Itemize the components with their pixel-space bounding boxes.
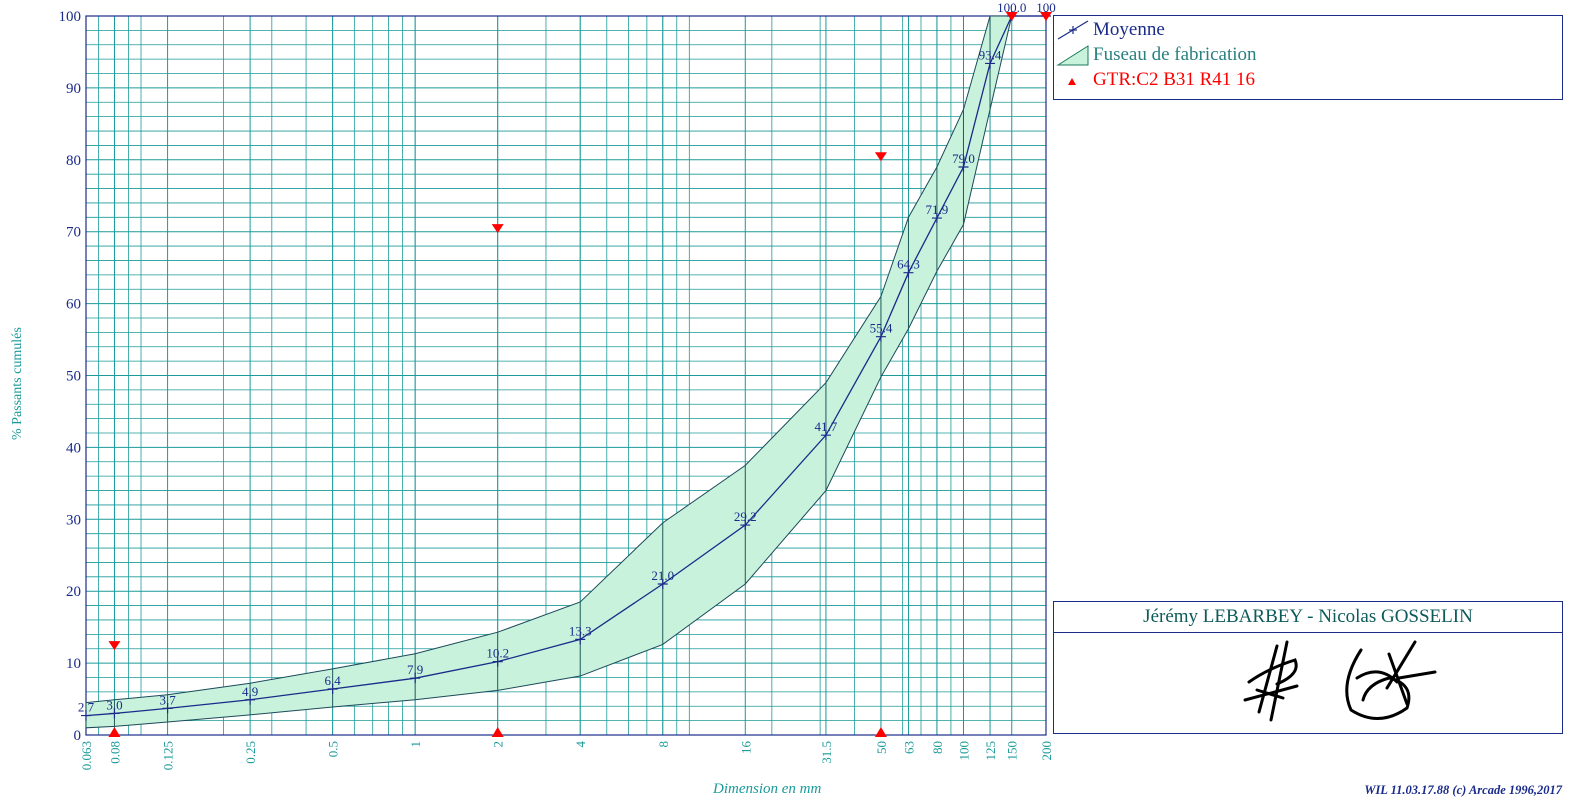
mean-data-label: 13.3 — [569, 623, 592, 638]
x-tick-label: 63 — [901, 741, 916, 754]
mean-point — [958, 161, 969, 172]
legend-mean-label: Moyenne — [1093, 19, 1165, 40]
signature-title: Jérémy LEBARBEY - Nicolas GOSSELIN — [1054, 602, 1562, 633]
x-tick-label: 0.063 — [79, 741, 94, 770]
y-tick-label: 40 — [66, 440, 81, 456]
x-tick-label: 2 — [491, 741, 506, 748]
mean-data-label: 3.7 — [159, 692, 176, 707]
x-tick-label: 0.25 — [243, 741, 258, 764]
x-tick-label: 0.08 — [107, 741, 122, 764]
band-area-icon — [1056, 45, 1089, 66]
mean-data-label: 93.4 — [979, 47, 1002, 62]
x-tick-label: 4 — [573, 741, 588, 748]
legend: Moyenne Fuseau de fabrication GTR:C2 B31… — [1053, 15, 1563, 100]
x-axis-label: Dimension en mm — [713, 781, 822, 797]
x-tick-label: 31.5 — [819, 741, 834, 764]
mean-data-label: 6.4 — [325, 673, 342, 688]
legend-band-label: Fuseau de fabrication — [1093, 44, 1257, 65]
footer-credit: WIL 11.03.17.88 (c) Arcade 1996,2017 — [1364, 783, 1562, 797]
mean-point — [81, 710, 91, 721]
spec-lower-marker — [108, 727, 121, 737]
spec-lower-marker — [491, 727, 504, 737]
mean-point — [109, 708, 120, 719]
y-tick-label: 10 — [66, 656, 81, 672]
legend-spec-label: GTR:C2 B31 R41 16 — [1093, 69, 1256, 90]
mean-data-label: 2.7 — [78, 700, 95, 715]
mean-point — [575, 634, 586, 645]
x-tick-label: 1 — [408, 741, 423, 748]
x-tick-label: 50 — [874, 741, 889, 754]
mean-point — [820, 430, 831, 441]
y-tick-label: 20 — [66, 584, 81, 600]
spec-upper-marker — [1040, 12, 1052, 21]
mean-data-label: 100 — [1036, 0, 1056, 15]
mean-point — [740, 520, 751, 531]
handwritten-signature — [1243, 640, 1437, 722]
spec-upper-marker — [108, 641, 121, 651]
y-tick-label: 0 — [74, 728, 82, 744]
x-tick-label: 8 — [656, 741, 671, 748]
signature-box: Jérémy LEBARBEY - Nicolas GOSSELIN — [1053, 601, 1563, 734]
mean-point — [903, 267, 914, 278]
mean-data-label: 71.9 — [926, 202, 949, 217]
mean-data-label: 21.0 — [651, 568, 674, 583]
mean-data-label: 100.0 — [997, 0, 1026, 15]
plot-frame — [85, 15, 1047, 736]
mean-point — [245, 694, 256, 705]
mean-data-label: 64.3 — [897, 257, 920, 272]
y-axis-label: % Passants cumulés — [10, 327, 25, 440]
x-tick-label: 16 — [738, 741, 753, 755]
mean-data-label: 4.9 — [242, 684, 258, 699]
x-tick-label: 80 — [930, 741, 945, 754]
mean-point — [985, 58, 996, 69]
y-tick-label: 100 — [59, 9, 82, 25]
mean-point — [410, 673, 421, 684]
y-tick-label: 30 — [66, 512, 81, 528]
mean-point — [162, 703, 173, 714]
spec-upper-marker — [1005, 12, 1018, 21]
spec-upper-marker — [491, 224, 504, 234]
mean-data-label: 3.0 — [106, 697, 122, 712]
x-tick-label: 200 — [1039, 741, 1054, 761]
mean-line — [85, 15, 1046, 717]
band-area — [85, 15, 1046, 729]
y-tick-label: 70 — [66, 225, 81, 241]
red-triangle-icon — [1068, 78, 1076, 85]
spec-upper-marker — [874, 152, 887, 162]
mean-data-label: 79.0 — [952, 151, 975, 166]
spec-lower-marker — [874, 727, 887, 737]
mean-data-label: 7.9 — [407, 662, 423, 677]
x-tick-label: 100 — [956, 741, 971, 761]
mean-point — [657, 579, 668, 590]
x-tick-label: 0.125 — [161, 741, 176, 770]
y-tick-label: 90 — [66, 81, 81, 97]
mean-point — [931, 213, 942, 224]
mean-data-label: 55.4 — [870, 321, 893, 336]
mean-point — [875, 331, 886, 342]
y-tick-label: 80 — [66, 153, 81, 169]
x-tick-label: 125 — [983, 741, 998, 761]
mean-data-label: 29.2 — [734, 509, 757, 524]
x-tick-label: 150 — [1005, 741, 1020, 761]
mean-point — [492, 656, 503, 667]
mean-line-icon — [1057, 20, 1089, 40]
mean-data-label: 41.7 — [815, 419, 838, 434]
y-tick-label: 50 — [66, 369, 81, 385]
y-tick-label: 60 — [66, 297, 81, 313]
x-tick-label: 0.5 — [326, 741, 341, 757]
mean-data-label: 10.2 — [486, 646, 509, 661]
mean-point — [327, 683, 338, 694]
